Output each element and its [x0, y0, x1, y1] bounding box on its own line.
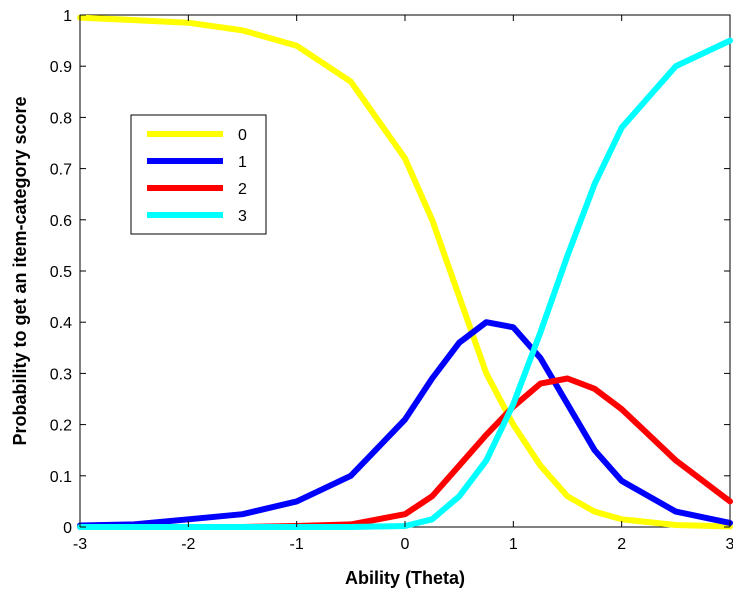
y-tick-label-5: 0.5: [50, 264, 72, 281]
x-tick-label-2: -1: [290, 536, 304, 553]
y-tick-label-1: 0.1: [50, 469, 72, 486]
x-axis: -3 -2 -1 0 1 2 3: [73, 15, 733, 553]
y-axis-label: Probability to get an item-category scor…: [10, 96, 30, 445]
legend: 0 1 2 3: [130, 114, 267, 235]
x-tick-label-5: 2: [617, 536, 626, 553]
y-tick-label-4: 0.4: [50, 315, 72, 332]
y-axis: 0 0.1 0.2 0.3 0.4 0.5 0.6 0.7 0.8 0.9 1: [50, 8, 730, 537]
y-tick-label-9: 0.9: [50, 59, 72, 76]
legend-label-2: 2: [238, 181, 247, 198]
y-tick-label-0: 0: [63, 520, 72, 537]
series-line-3: [77, 37, 733, 530]
x-tick-label-3: 0: [401, 536, 410, 553]
series-curves: [77, 14, 733, 530]
x-axis-label: Ability (Theta): [345, 568, 465, 588]
y-tick-label-2: 0.2: [50, 418, 72, 435]
legend-label-3: 3: [238, 208, 247, 225]
x-tick-label-1: -2: [181, 536, 195, 553]
y-tick-label-7: 0.7: [50, 162, 72, 179]
x-tick-label-0: -3: [73, 536, 87, 553]
series-line-0: [77, 14, 733, 530]
plot-area: [79, 14, 731, 528]
y-tick-label-8: 0.8: [50, 110, 72, 127]
x-tick-label-4: 1: [509, 536, 518, 553]
x-tick-label-6: 3: [726, 536, 733, 553]
y-tick-label-10: 1: [63, 8, 72, 25]
legend-label-1: 1: [238, 154, 247, 171]
legend-label-0: 0: [238, 127, 247, 144]
series-line-1: [77, 319, 733, 529]
y-tick-label-3: 0.3: [50, 366, 72, 383]
y-tick-label-6: 0.6: [50, 213, 72, 230]
